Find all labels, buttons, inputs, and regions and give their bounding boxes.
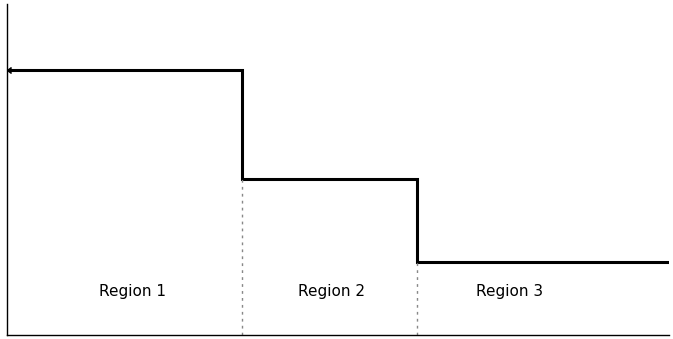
Text: Region 3: Region 3	[476, 284, 544, 299]
Text: Region 2: Region 2	[297, 284, 365, 299]
Text: Region 1: Region 1	[99, 284, 166, 299]
